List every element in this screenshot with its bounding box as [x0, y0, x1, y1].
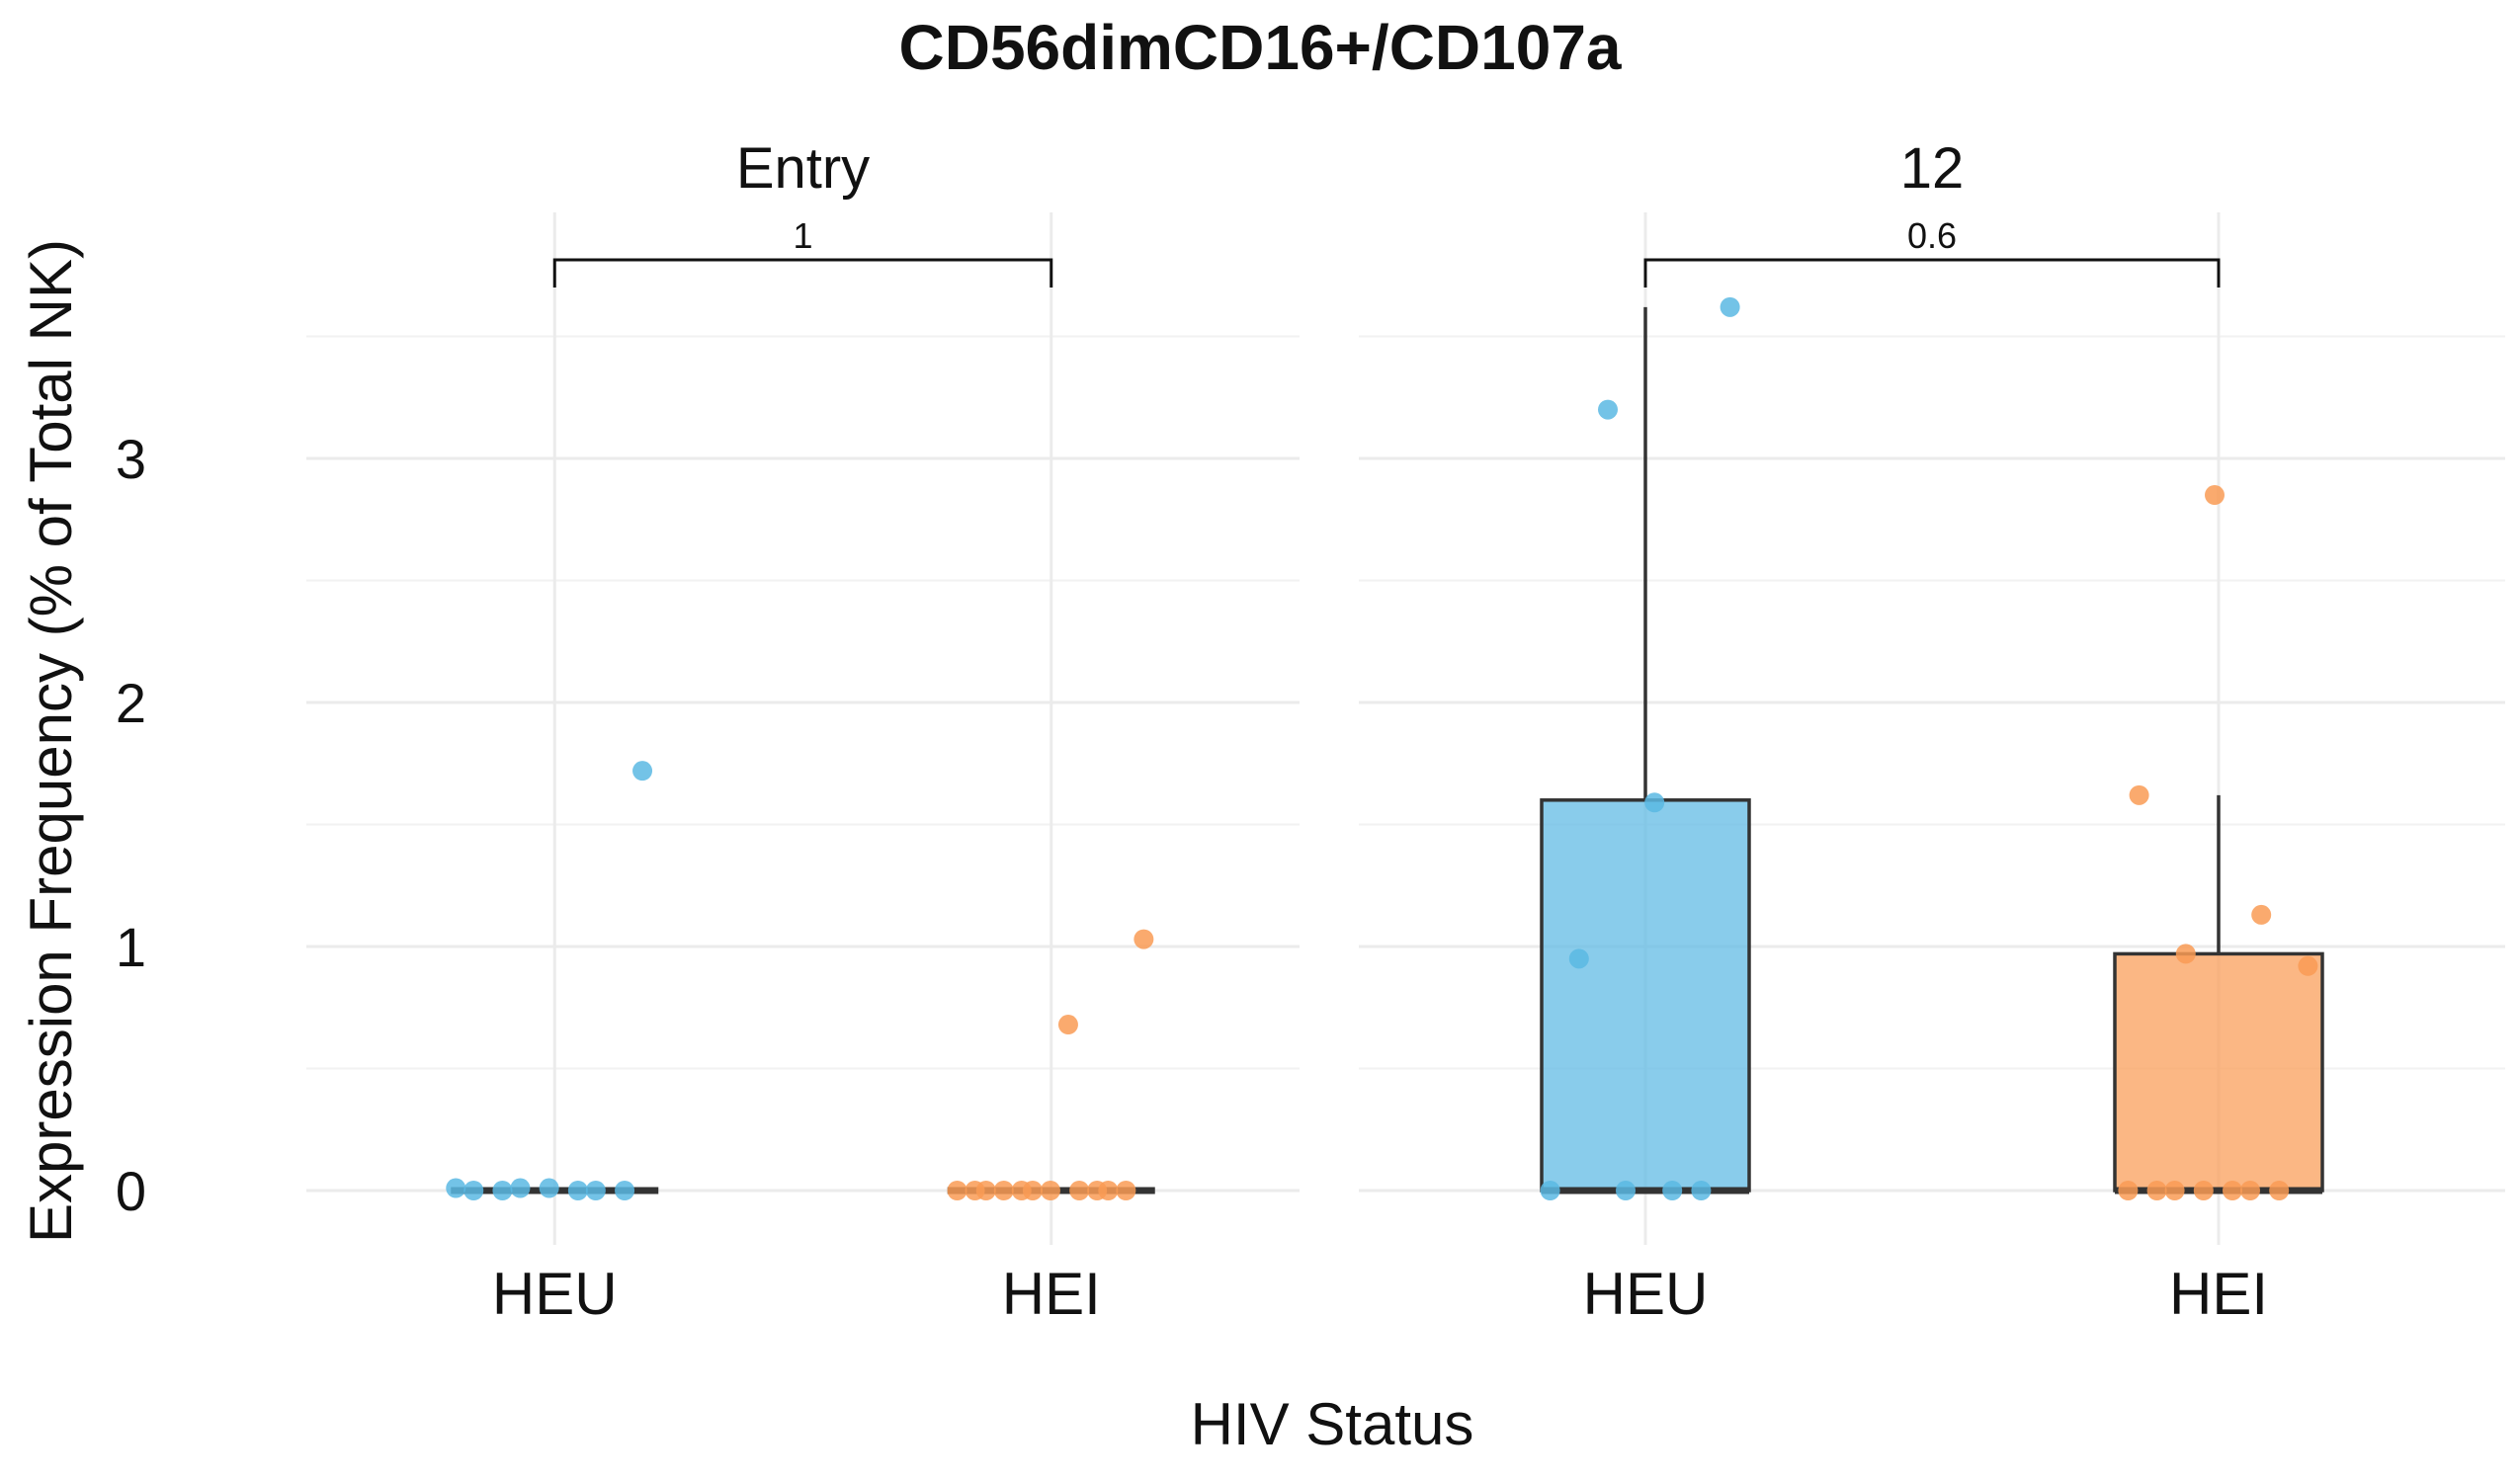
data-point	[1069, 1181, 1090, 1200]
data-point	[2146, 1181, 2167, 1200]
data-point	[567, 1181, 588, 1200]
data-point	[1540, 1181, 1560, 1200]
box-body	[1540, 798, 1751, 1193]
y-tick-label: 1	[116, 916, 146, 978]
comparison-bracket	[552, 258, 1053, 288]
data-point	[1087, 1181, 1108, 1200]
y-tick-label: 0	[116, 1160, 146, 1222]
data-point	[2298, 955, 2318, 976]
y-axis-title: Expression Frequency (% of Total NK)	[18, 239, 84, 1243]
data-point	[2223, 1181, 2242, 1200]
facet-label: 12	[1900, 136, 1965, 201]
x-tick-label: HEU	[492, 1261, 618, 1327]
data-point	[632, 761, 653, 782]
data-point	[463, 1181, 484, 1200]
data-point	[1662, 1181, 1683, 1200]
comparison-label: 1	[793, 215, 812, 256]
x-tick-label: HEU	[1583, 1261, 1709, 1327]
data-point	[492, 1181, 513, 1200]
data-point	[585, 1181, 606, 1200]
data-point	[1057, 1015, 1078, 1035]
y-tick-label: 3	[116, 428, 146, 490]
data-point	[1616, 1181, 1636, 1200]
facet-label: Entry	[736, 136, 870, 201]
data-point	[615, 1181, 635, 1200]
data-point	[1568, 948, 1589, 969]
data-point	[2251, 904, 2272, 925]
chart-title: CD56dimCD16+/CD107a	[899, 12, 1622, 83]
data-point	[1720, 296, 1740, 317]
data-point	[2118, 1181, 2139, 1200]
box-body	[2113, 951, 2324, 1193]
data-point	[2193, 1181, 2214, 1200]
y-tick-label: 2	[116, 672, 146, 734]
data-point	[1011, 1181, 1032, 1200]
data-point	[2269, 1181, 2290, 1200]
x-tick-label: HEI	[2169, 1261, 2268, 1327]
data-point	[2240, 1181, 2260, 1200]
x-tick-label: HEI	[1002, 1261, 1101, 1327]
x-axis-title: HIV Status	[1191, 1391, 1474, 1457]
data-point	[1134, 929, 1154, 949]
data-point	[2164, 1181, 2185, 1200]
data-point	[2175, 944, 2196, 964]
data-point	[947, 1181, 967, 1200]
data-point	[965, 1181, 985, 1200]
comparison-bracket	[1643, 258, 2221, 288]
data-point	[2129, 784, 2149, 805]
data-point	[2205, 485, 2225, 506]
data-point	[1116, 1181, 1136, 1200]
comparison-label: 0.6	[1907, 215, 1957, 256]
data-point	[446, 1178, 466, 1198]
data-point	[1598, 399, 1618, 420]
data-point	[1040, 1181, 1060, 1200]
data-point	[1644, 792, 1665, 813]
data-point	[993, 1181, 1014, 1200]
data-point	[1691, 1181, 1712, 1200]
data-point	[539, 1178, 559, 1198]
data-point	[510, 1178, 531, 1198]
